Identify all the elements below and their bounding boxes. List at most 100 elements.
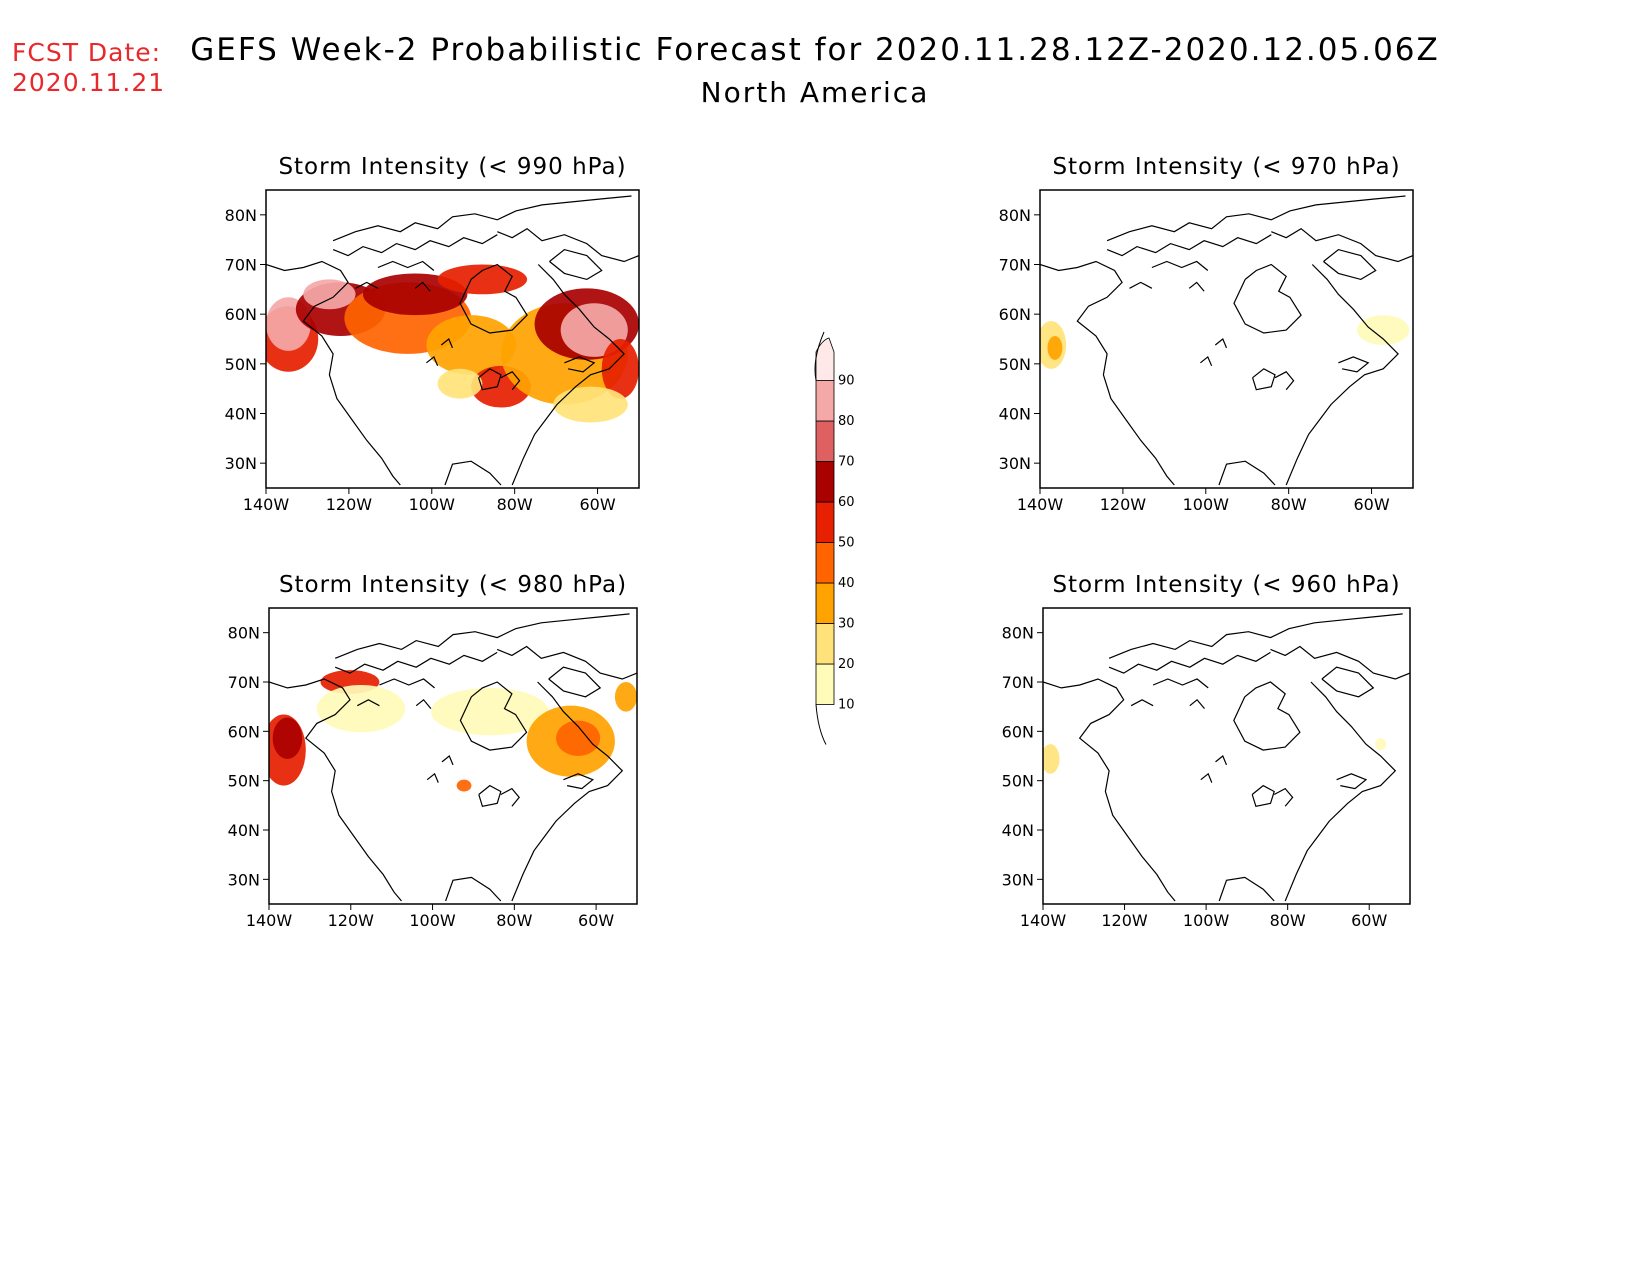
probability-shading [1040,315,1410,369]
coastline [1108,651,1271,674]
coastline [1188,281,1205,292]
coastline [1273,787,1294,807]
shading-cell [437,368,483,399]
shading-cell [1375,738,1387,751]
coastline [415,698,432,709]
coastline [357,699,380,707]
coastline [478,368,502,391]
coastline [1200,355,1213,367]
coastline [549,248,603,281]
coastline [379,678,435,689]
lon-label: 100W [1183,911,1230,930]
lat-label: 70N [225,256,257,275]
coastline [1200,772,1213,783]
map-panel-2: Storm Intensity (< 970 hPa) 80N 70N 60N 50N 4… [999,154,1414,514]
coastline [511,681,624,902]
coastline [1251,784,1275,807]
probability-shading [266,264,639,423]
colorbar-segment [815,337,835,381]
coastline [1152,678,1209,689]
lat-label: 30N [1002,870,1034,889]
lon-label: 140W [243,495,290,514]
lon-label: 80W [1271,495,1307,514]
coastline [1233,263,1302,334]
map-frame [268,607,638,905]
fcst-date: FCST Date: 2020.11.21 [12,38,165,98]
colorbar-label: 20 [838,657,855,672]
shading-cell [456,779,472,792]
coastline [1252,368,1276,391]
lon-label: 100W [409,495,456,514]
panel-title: Storm Intensity (< 960 hPa) [1052,572,1400,598]
coastline [377,260,435,271]
coastlines [1040,195,1413,486]
coastline [1233,681,1301,751]
coastlines [1043,613,1410,902]
colorbar-label: 10 [838,698,855,713]
lat-label: 30N [228,870,260,889]
shading-cell [1047,336,1063,360]
shading-cell [614,682,637,712]
colorbar-label: 60 [838,495,855,510]
fcst-date-value: 2020.11.21 [12,68,166,97]
coastline [500,787,520,807]
coastline [497,227,639,263]
lon-label: 140W [1020,911,1067,930]
map-frame [1042,607,1411,905]
lon-label: 80W [497,495,533,514]
coastline [1218,460,1276,486]
lon-label: 140W [246,911,293,930]
lat-label: 70N [228,673,260,692]
coastline [1274,371,1295,391]
shading-cell [272,717,303,759]
fcst-date-label: FCST Date: [12,38,162,67]
coastline [459,681,528,751]
lon-label: 60W [1351,911,1387,930]
coastline [1323,248,1377,281]
map-panel-4: Storm Intensity (< 960 hPa) 80N 70N 60N 50N 4… [1002,572,1411,930]
lat-label: 30N [999,454,1031,473]
lon-label: 100W [409,911,456,930]
coastline [332,195,632,242]
coastline [563,773,594,790]
lat-label: 70N [999,256,1031,275]
lon-label: 120W [328,911,375,930]
coastline [445,876,502,902]
coastline [444,460,502,486]
lat-label: 30N [225,454,257,473]
lat-label: 50N [228,772,260,791]
coastline [511,264,625,486]
colorbar-label: 80 [838,414,855,429]
coastline [441,755,454,766]
lat-label: 60N [225,305,257,324]
lat-label: 40N [228,821,260,840]
coastline [1214,338,1228,349]
shading-cell [316,684,406,733]
coastline [1106,195,1406,242]
colorbar: 10 20 30 40 50 60 70 80 90 [814,331,855,745]
coastlines [269,613,637,902]
shading-cell [437,264,528,295]
map-panel-1: Storm Intensity (< 990 hPa) 80N 70N 60N 50N 4… [225,154,640,514]
colorbar-segment [815,542,835,584]
colorbar-cap [814,331,825,381]
colorbar-segment [815,461,835,503]
coastlines [266,195,639,486]
probability-shading [1043,738,1387,774]
lat-label: 50N [225,355,257,374]
lat-label: 50N [999,355,1031,374]
lat-label: 70N [1002,673,1034,692]
lat-label: 40N [1002,821,1034,840]
coastline [1106,234,1272,257]
coastline [269,678,402,902]
lat-label: 40N [999,405,1031,424]
coastline [1151,260,1209,271]
lon-label: 60W [578,911,614,930]
coastline [1108,613,1403,659]
colorbar-label: 70 [838,455,855,470]
main-title: GEFS Week-2 Probabilistic Forecast for 2… [190,32,1440,68]
coastline [1189,698,1205,709]
coastline [355,281,379,289]
lat-label: 80N [999,206,1031,225]
